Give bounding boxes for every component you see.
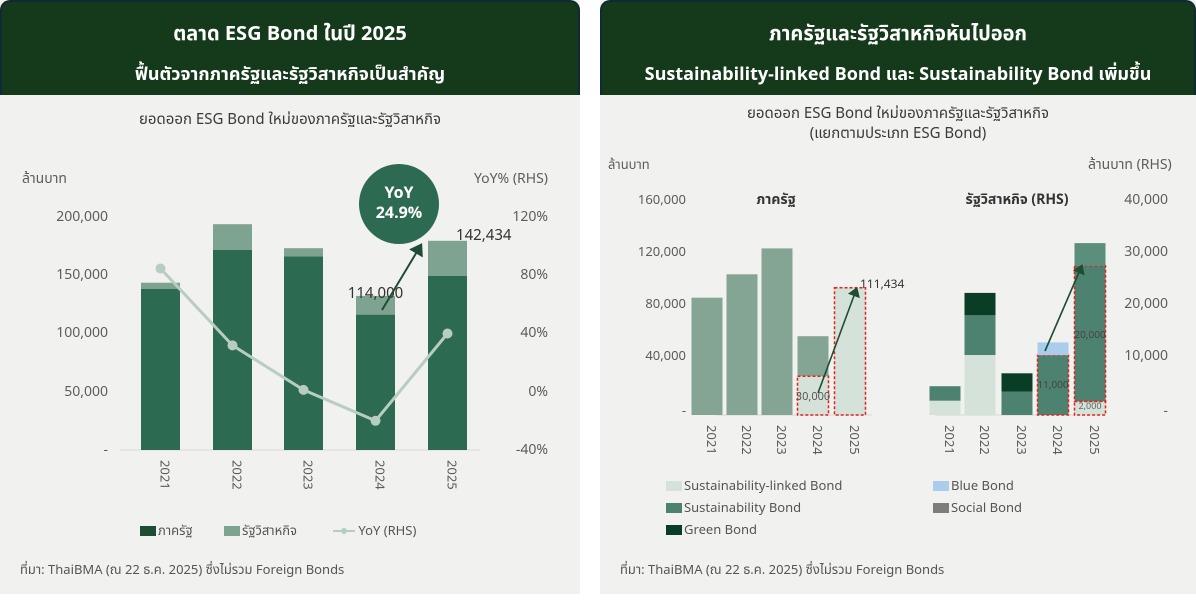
svg-text:2024: 2024 [807,425,827,455]
svg-text:-: - [1163,401,1168,422]
svg-text:2022: 2022 [227,460,247,490]
svg-text:50,000: 50,000 [64,382,108,403]
svg-text:160,000: 160,000 [638,190,686,210]
svg-text:YoY% (RHS): YoY% (RHS) [474,169,548,190]
svg-text:2024: 2024 [1047,425,1067,455]
svg-text:100,000: 100,000 [56,323,108,344]
svg-text:80%: 80% [520,265,548,286]
svg-text:2023: 2023 [1011,425,1031,455]
svg-text:80,000: 80,000 [645,294,686,314]
svg-text:20,000: 20,000 [1074,327,1106,343]
svg-text:-40%: -40% [516,440,548,461]
svg-text:2,000: 2,000 [1078,400,1101,414]
svg-text:2025: 2025 [442,460,462,490]
svg-text:ล้านบาท (RHS): ล้านบาท (RHS) [1088,155,1172,176]
svg-text:2021: 2021 [939,425,959,455]
svg-text:ภาครัฐ: ภาครัฐ [756,190,795,211]
svg-text:2021: 2021 [701,425,721,455]
svg-text:2024: 2024 [370,460,390,490]
svg-text:142,434: 142,434 [456,224,512,247]
svg-text:2023: 2023 [298,460,318,490]
svg-text:111,434: 111,434 [860,276,905,294]
svg-text:150,000: 150,000 [56,265,108,286]
svg-text:10,000: 10,000 [1124,346,1168,367]
svg-text:120,000: 120,000 [638,242,686,262]
svg-text:2023: 2023 [771,425,791,455]
svg-text:20,000: 20,000 [1124,294,1168,315]
svg-text:200,000: 200,000 [56,207,108,228]
svg-text:ล้านบาท: ล้านบาท [22,169,67,190]
svg-text:2022: 2022 [736,425,756,455]
svg-text:11,000: 11,000 [1037,377,1069,393]
svg-text:120%: 120% [512,207,548,228]
svg-text:-: - [103,440,108,461]
svg-text:2022: 2022 [974,425,994,455]
svg-text:2025: 2025 [844,425,864,455]
svg-text:2021: 2021 [155,460,175,490]
svg-text:0%: 0% [528,382,548,403]
svg-text:30,000: 30,000 [796,388,830,405]
svg-text:40,000: 40,000 [645,346,686,366]
svg-text:40,000: 40,000 [1124,190,1168,211]
svg-text:40%: 40% [520,323,548,344]
svg-text:2025: 2025 [1084,425,1104,455]
svg-text:ล้านบาท: ล้านบาท [608,155,650,175]
svg-text:30,000: 30,000 [1124,242,1168,263]
svg-text:-: - [682,401,686,421]
svg-text:114,000: 114,000 [348,282,404,305]
svg-text:24.9%: 24.9% [376,202,422,226]
svg-text:รัฐวิสาหกิจ (RHS): รัฐวิสาหกิจ (RHS) [965,190,1068,211]
